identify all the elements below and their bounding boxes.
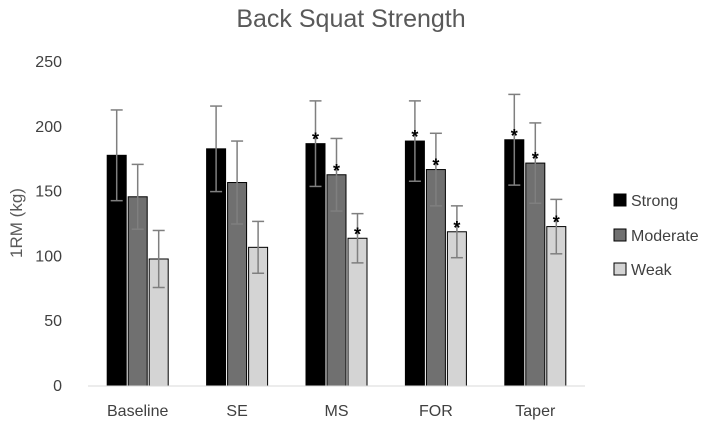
legend-swatch-moderate bbox=[613, 228, 627, 242]
significance-marker: * bbox=[432, 156, 439, 176]
significance-marker: * bbox=[553, 213, 560, 233]
significance-marker: * bbox=[411, 127, 418, 147]
x-tick-label: FOR bbox=[419, 403, 453, 420]
x-tick-label: Taper bbox=[515, 403, 556, 420]
y-tick-label: 0 bbox=[53, 378, 62, 395]
y-axis-label: 1RM (kg) bbox=[7, 188, 26, 258]
legend-label-moderate: Moderate bbox=[631, 228, 699, 245]
legend-swatch-weak bbox=[613, 262, 627, 276]
error-bars-group bbox=[110, 93, 563, 289]
significance-marker: * bbox=[333, 161, 340, 181]
y-axis-ticks: 0 50 100 150 200 250 bbox=[35, 54, 62, 395]
bars-group bbox=[106, 139, 567, 387]
x-tick-label: SE bbox=[226, 403, 247, 420]
x-tick-label: Baseline bbox=[107, 403, 168, 420]
legend-label-weak: Weak bbox=[631, 262, 673, 279]
y-tick-label: 250 bbox=[35, 54, 62, 71]
legend-swatch-strong bbox=[613, 193, 627, 207]
x-axis-ticks: Baseline SE MS FOR Taper bbox=[107, 403, 556, 420]
y-tick-label: 50 bbox=[44, 313, 62, 330]
chart-title: Back Squat Strength bbox=[236, 5, 465, 33]
significance-marker: * bbox=[354, 224, 361, 244]
significance-marker: * bbox=[511, 126, 518, 146]
y-tick-label: 100 bbox=[35, 248, 62, 265]
legend: Strong Moderate Weak bbox=[613, 193, 699, 279]
x-tick-label: MS bbox=[325, 403, 349, 420]
y-tick-label: 200 bbox=[35, 119, 62, 136]
significance-marker: * bbox=[532, 149, 539, 169]
significance-markers-group: * * * * * * * * * bbox=[312, 126, 560, 244]
legend-label-strong: Strong bbox=[631, 193, 678, 210]
significance-marker: * bbox=[312, 130, 319, 150]
significance-marker: * bbox=[453, 218, 460, 238]
y-tick-label: 150 bbox=[35, 184, 62, 201]
